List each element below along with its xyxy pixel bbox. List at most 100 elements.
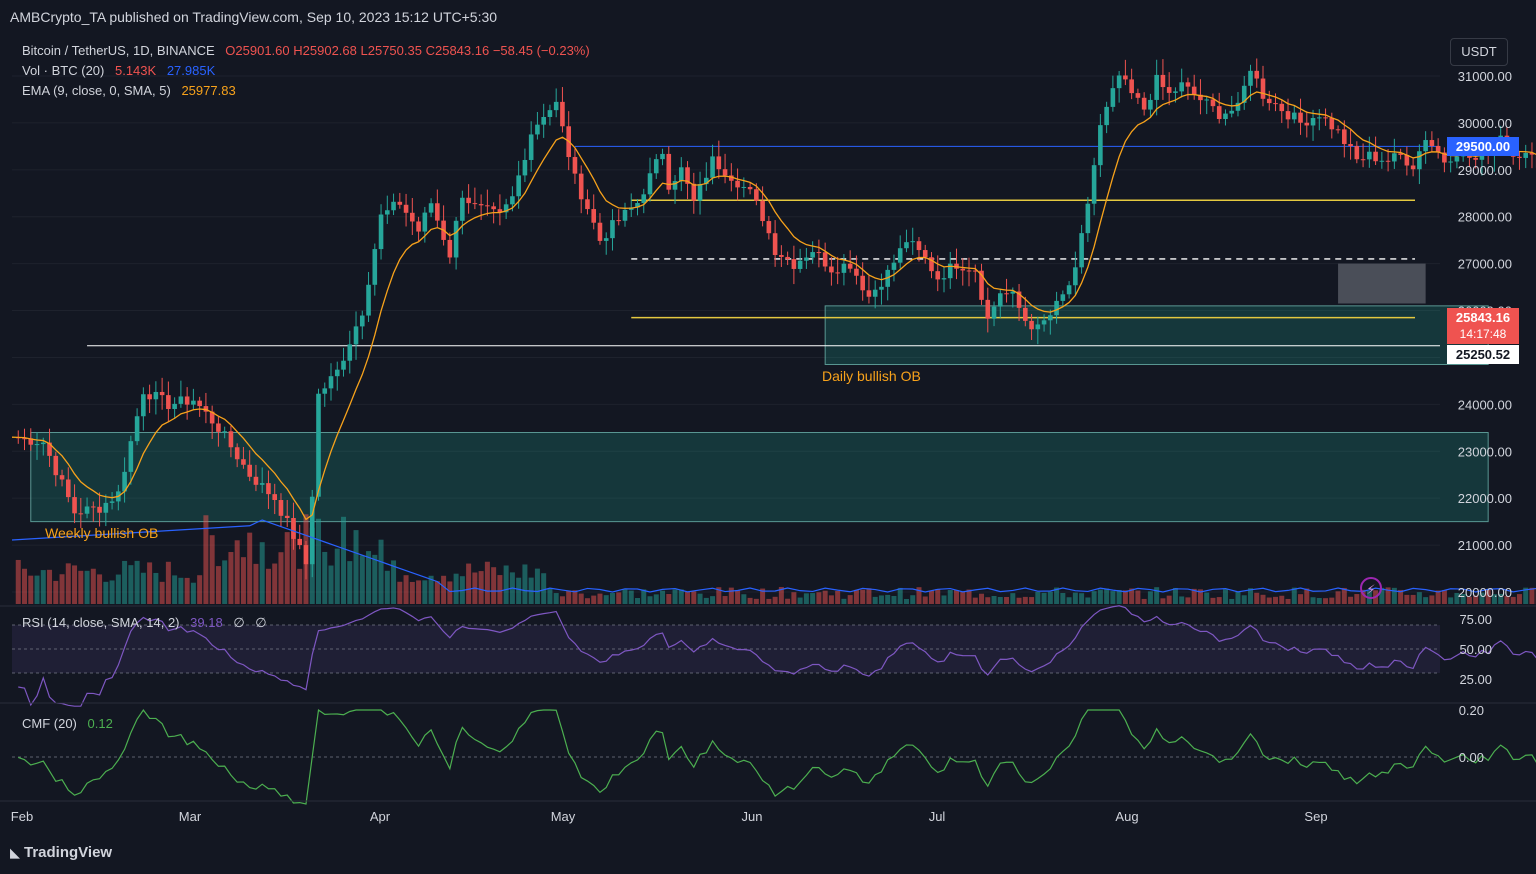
volume-bar	[1147, 591, 1153, 604]
currency-button[interactable]: USDT	[1450, 38, 1508, 66]
volume-bar	[860, 589, 866, 604]
volume-bar	[128, 565, 134, 604]
volume-bar	[1097, 589, 1103, 604]
volume-bar	[566, 590, 572, 604]
candle-body	[829, 266, 834, 273]
time-tick: Jul	[929, 809, 946, 824]
volume-bar	[728, 587, 734, 604]
volume-bar	[1060, 592, 1066, 604]
candle-body	[1248, 70, 1253, 86]
volume-bar	[1391, 587, 1397, 604]
volume-bar	[347, 561, 353, 604]
zone-2	[1338, 263, 1426, 304]
volume-bar	[397, 581, 403, 604]
candle-body	[228, 431, 234, 448]
candle-body	[597, 222, 603, 241]
candle-body	[1273, 103, 1278, 105]
volume-bar	[866, 588, 872, 604]
volume-bar	[1310, 597, 1316, 604]
cmf-label: CMF (20)	[22, 716, 77, 731]
rsi-extra-1: ∅	[233, 615, 245, 630]
candle-body	[672, 181, 678, 190]
candle-body	[822, 252, 828, 267]
price-axis: 31000.00 30000.00 29000.00 28000.00 27000.00…	[0, 69, 1536, 824]
candle-body	[766, 221, 772, 234]
price-tick: 29000.00	[1458, 163, 1512, 178]
candle-body	[1329, 117, 1335, 130]
rsi-extra-2: ∅	[255, 615, 267, 630]
volume-bar	[1429, 595, 1435, 604]
candle-body	[516, 175, 521, 197]
volume-bar	[954, 590, 960, 604]
volume-bar	[616, 592, 622, 604]
candle-body	[166, 395, 171, 409]
volume-ma-line	[11, 519, 1536, 593]
candle-body	[647, 173, 653, 195]
candle-body	[47, 442, 52, 456]
candle-body	[560, 101, 565, 127]
candle-body	[1417, 151, 1422, 170]
rsi-tick: 25.00	[1459, 672, 1492, 687]
candle-body	[385, 210, 390, 215]
candle-body	[804, 257, 809, 261]
price-tick: 22000.00	[1458, 491, 1512, 506]
candle-body	[1379, 160, 1385, 162]
volume-bar	[979, 593, 985, 604]
candle-body	[1129, 79, 1134, 94]
volume-bar	[941, 595, 947, 604]
volume-bar	[1197, 589, 1203, 604]
volume-bar	[635, 597, 640, 604]
candle-body	[922, 250, 928, 258]
candle-body	[53, 455, 59, 476]
candle-body	[1173, 91, 1178, 93]
candle-body	[1529, 152, 1535, 155]
volume-bar	[159, 581, 165, 604]
candle-body	[810, 252, 815, 258]
volume-bar	[1110, 591, 1116, 604]
candle-body	[1223, 113, 1228, 119]
replay-icon[interactable]: ⚡	[1360, 577, 1382, 599]
rsi-legend: RSI (14, close, SMA, 14, 2) 39.18 ∅ ∅	[22, 615, 267, 631]
volume-bar	[1235, 591, 1241, 604]
volume-bar	[1335, 591, 1341, 604]
volume-bar	[259, 542, 265, 604]
time-tick: May	[551, 809, 576, 824]
candle-body	[541, 117, 546, 125]
volume-bar	[209, 535, 215, 604]
volume-bar	[416, 580, 422, 604]
candle-body	[259, 483, 265, 485]
candle-body	[1066, 285, 1072, 295]
candle-body	[172, 403, 177, 409]
volume-bar	[497, 575, 503, 604]
volume-bar	[1385, 587, 1391, 604]
volume-bar	[441, 575, 447, 604]
volume-bar	[1085, 597, 1091, 604]
candle-body	[1279, 103, 1285, 112]
candle-body	[1091, 165, 1097, 204]
candle-body	[1398, 153, 1403, 155]
publisher-line: AMBCrypto_TA published on TradingView.co…	[10, 9, 498, 25]
volume-bar	[910, 595, 916, 604]
candle-body	[660, 153, 665, 160]
candle-body	[1004, 293, 1009, 295]
candle-body	[1148, 99, 1153, 110]
volume-bar	[1329, 597, 1335, 604]
volume-bar	[609, 593, 615, 604]
candle-body	[453, 220, 459, 258]
candle-body	[553, 101, 559, 111]
volume-bar	[885, 594, 891, 604]
volume-bar	[1485, 589, 1491, 604]
candle-body	[303, 545, 309, 565]
candle-body	[78, 513, 84, 515]
cmf-tick: 0.00	[1459, 750, 1484, 765]
volume-bar	[803, 593, 809, 604]
volume-bar	[1247, 588, 1253, 604]
volume-bar	[234, 540, 240, 604]
volume-bar	[1104, 588, 1110, 604]
candle-body	[1342, 129, 1347, 145]
candle-body	[1160, 74, 1166, 88]
volume-bar	[1460, 593, 1466, 604]
volume-bar	[1185, 597, 1191, 604]
volume-bar	[190, 582, 196, 604]
